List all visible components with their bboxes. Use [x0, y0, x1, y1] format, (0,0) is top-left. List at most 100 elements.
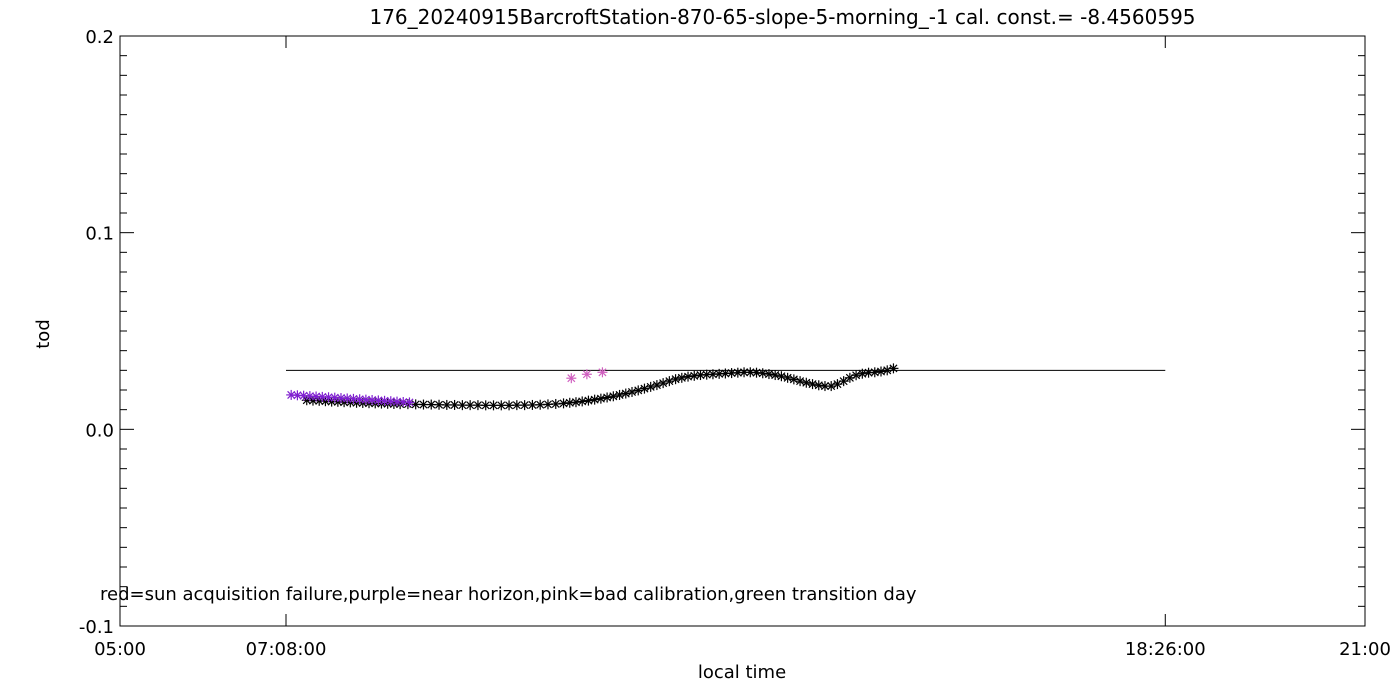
star-stroke [559, 399, 568, 408]
star-stroke [715, 369, 724, 378]
black-point [620, 388, 631, 399]
black-point [888, 363, 899, 374]
star-stroke [876, 367, 886, 376]
star-stroke [864, 368, 873, 377]
star-stroke [368, 396, 377, 405]
star-stroke [839, 377, 848, 386]
star-stroke [458, 401, 467, 410]
star-stroke [764, 370, 773, 379]
star-stroke [590, 395, 599, 404]
black-point [857, 368, 868, 379]
star-stroke [702, 370, 711, 379]
purple-point [311, 391, 322, 402]
pink-point [597, 367, 608, 378]
star-stroke [671, 375, 680, 384]
black-point [714, 368, 725, 379]
star-stroke [308, 396, 317, 405]
star-stroke [677, 373, 686, 382]
y-tick-label: 0.2 [85, 27, 114, 48]
star-stroke [481, 401, 490, 410]
star-stroke [870, 368, 879, 377]
star-stroke [889, 364, 898, 373]
y-tick-label: 0.0 [85, 420, 114, 441]
black-point [795, 376, 806, 387]
black-point [876, 366, 887, 377]
star-stroke [435, 400, 444, 409]
purple-point [404, 397, 415, 408]
y-tick-label: -0.1 [79, 617, 114, 638]
star-stroke [582, 370, 591, 379]
black-point [776, 371, 787, 382]
star-stroke [615, 390, 624, 399]
star-stroke [473, 401, 482, 410]
purple-point [360, 394, 371, 405]
star-stroke [603, 393, 612, 402]
star-stroke [771, 371, 780, 380]
star-stroke [355, 395, 364, 404]
star-stroke [380, 396, 389, 405]
black-point [602, 392, 613, 403]
star-stroke [789, 375, 798, 384]
star-stroke [419, 400, 428, 409]
star-stroke [733, 368, 742, 377]
star-stroke [427, 400, 436, 409]
star-stroke [596, 394, 605, 403]
star-stroke [598, 368, 607, 377]
star-stroke [808, 380, 817, 389]
x-tick-label: 21:00 [1339, 639, 1391, 660]
star-stroke [336, 394, 346, 403]
black-point [511, 400, 522, 411]
star-stroke [466, 401, 475, 410]
star-stroke [299, 391, 308, 400]
black-point [701, 369, 712, 380]
star-stroke [349, 394, 358, 403]
star-stroke [528, 400, 537, 409]
star-stroke [405, 398, 414, 407]
star-stroke [783, 373, 792, 382]
black-point [720, 368, 731, 379]
star-stroke [543, 400, 552, 409]
plot-frame [119, 35, 1366, 627]
star-stroke [646, 382, 655, 391]
star-stroke [497, 401, 506, 410]
star-stroke [721, 369, 730, 378]
star-stroke [740, 368, 749, 377]
star-stroke [684, 372, 693, 381]
star-stroke [708, 370, 717, 379]
x-tick-label: 18:26:00 [1125, 639, 1206, 660]
star-stroke [696, 371, 705, 380]
star-stroke [634, 386, 643, 395]
black-point [801, 377, 812, 388]
star-stroke [305, 392, 314, 401]
black-point [807, 379, 818, 390]
y-axis-label: tod [33, 319, 54, 349]
star-stroke [584, 396, 593, 405]
black-point [558, 398, 569, 409]
star-stroke [852, 371, 861, 380]
star-stroke [609, 392, 618, 401]
black-point [670, 374, 681, 385]
star-stroke [374, 396, 383, 405]
star-stroke [302, 396, 311, 405]
pink-point [566, 373, 577, 384]
star-stroke [777, 372, 786, 381]
black-point [583, 395, 594, 406]
black-point [844, 372, 855, 383]
black-point [645, 381, 656, 392]
star-stroke [505, 401, 514, 410]
black-point [633, 385, 644, 396]
star-stroke [746, 368, 755, 377]
star-stroke [567, 374, 576, 383]
star-stroke [489, 401, 498, 410]
star-stroke [392, 397, 402, 406]
black-point [589, 394, 600, 405]
black-point [457, 400, 468, 411]
black-point [763, 369, 774, 380]
black-point [788, 374, 799, 385]
star-stroke [399, 397, 408, 407]
star-stroke [690, 371, 699, 380]
star-stroke [330, 393, 339, 402]
black-point [627, 386, 638, 397]
star-stroke [442, 400, 451, 409]
star-stroke [520, 401, 529, 410]
